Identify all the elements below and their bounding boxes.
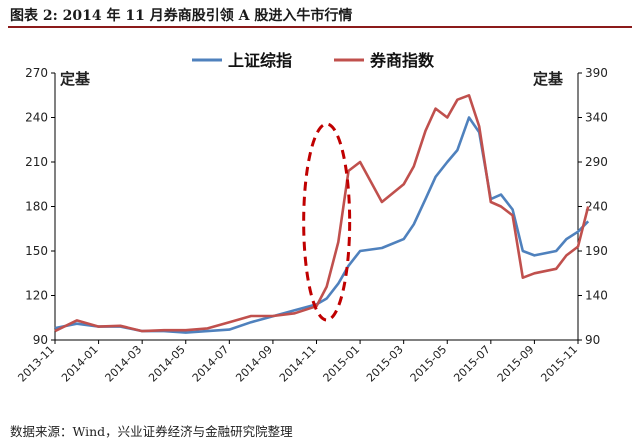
x-tick-label: 2015-01 bbox=[321, 343, 363, 385]
x-tick-label: 2015-07 bbox=[451, 343, 493, 385]
line-chart: 90 120 150 180 210 240 270 90 140 190 240 290 340 390… bbox=[15, 51, 607, 385]
chart-legend: 上证综指 券商指数 bbox=[192, 51, 435, 70]
right-tick-label: 390 bbox=[585, 66, 608, 80]
data-source-note: 数据来源：Wind，兴业证券经济与金融研究院整理 bbox=[10, 424, 293, 439]
right-axis-label: 定基 bbox=[533, 70, 564, 88]
x-tick-label: 2014-09 bbox=[233, 343, 275, 385]
chart-title: 图表 2: 2014 年 11 月券商股引领 A 股进入牛市行情 bbox=[10, 8, 353, 24]
left-tick-label: 180 bbox=[25, 200, 48, 214]
right-tick-label: 340 bbox=[585, 111, 608, 125]
x-tick-label: 2014-11 bbox=[277, 343, 319, 385]
x-tick-label: 2014-07 bbox=[190, 343, 232, 385]
right-tick-label: 190 bbox=[585, 244, 608, 258]
right-tick-label: 290 bbox=[585, 155, 608, 169]
series-line-shanghai-composite bbox=[54, 116, 590, 334]
right-tick-label: 140 bbox=[585, 289, 608, 303]
right-tick-label: 90 bbox=[585, 333, 600, 347]
left-tick-label: 90 bbox=[33, 333, 48, 347]
left-axis-label: 定基 bbox=[60, 70, 91, 88]
x-tick-label: 2014-01 bbox=[59, 343, 101, 385]
left-tick-label: 120 bbox=[25, 289, 48, 303]
right-tick-label: 240 bbox=[585, 200, 608, 214]
title-divider bbox=[8, 26, 632, 28]
legend-label: 券商指数 bbox=[369, 51, 435, 70]
left-tick-label: 270 bbox=[25, 66, 48, 80]
series-lines bbox=[54, 94, 590, 334]
x-tick-label: 2014-03 bbox=[103, 343, 145, 385]
legend-label: 上证综指 bbox=[228, 51, 292, 70]
x-tick-label: 2015-09 bbox=[495, 343, 537, 385]
left-tick-label: 150 bbox=[25, 244, 48, 258]
series-line-broker-index bbox=[54, 94, 590, 333]
x-tick-label: 2015-05 bbox=[408, 343, 450, 385]
tick-labels: 90 120 150 180 210 240 270 90 140 190 240 290 340 390… bbox=[15, 66, 607, 385]
left-tick-label: 210 bbox=[25, 155, 48, 169]
x-tick-label: 2015-03 bbox=[364, 343, 406, 385]
x-tick-label: 2014-05 bbox=[146, 343, 188, 385]
x-tick-label: 2015-11 bbox=[538, 343, 580, 385]
highlight-ellipse bbox=[302, 122, 352, 322]
annotation-layer bbox=[302, 122, 352, 322]
left-tick-label: 240 bbox=[25, 111, 48, 125]
x-tick-label: 2013-11 bbox=[15, 343, 57, 385]
